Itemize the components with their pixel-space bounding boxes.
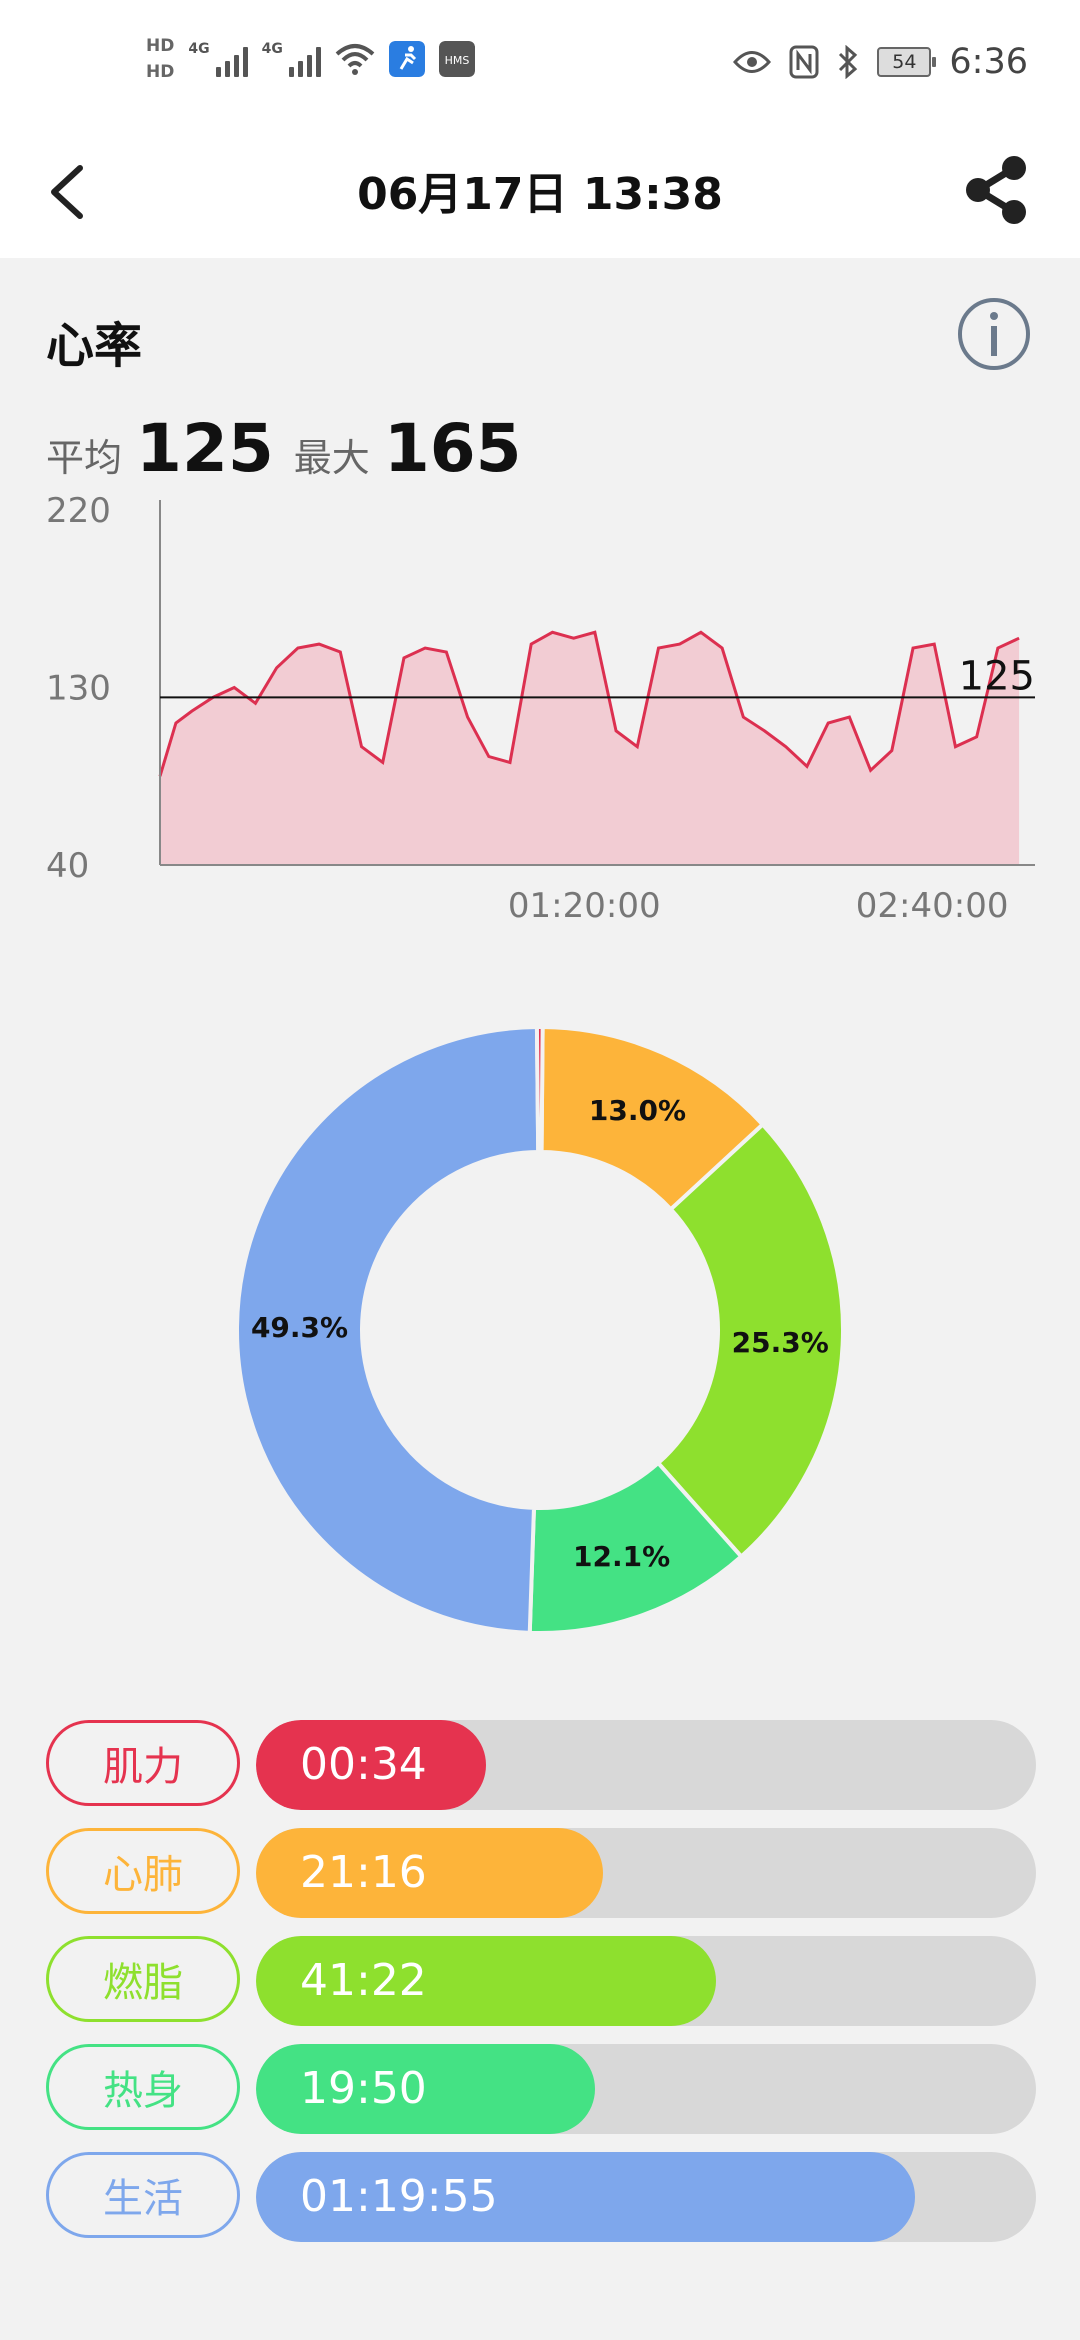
avg-line-label: 125: [959, 653, 1035, 699]
zone-bar-track: 19:50: [256, 2044, 1036, 2134]
zone-bar-fill: [256, 1936, 717, 2026]
status-bar: HD HD 4G 4G HMS: [0, 0, 1080, 130]
zone-row: 生活 01:19:55: [46, 2152, 1036, 2242]
info-icon[interactable]: [956, 296, 1032, 372]
zone-label: 热身: [46, 2044, 240, 2130]
hms-icon: HMS: [438, 41, 475, 77]
zone-bar-track: 01:19:55: [256, 2152, 1036, 2242]
zone-bar-track: 21:16: [256, 1828, 1036, 1918]
running-app-icon: [388, 41, 425, 77]
zone-bar-fill: [256, 2152, 916, 2242]
hr-area: [160, 632, 1020, 865]
max-label: 最大: [293, 436, 370, 480]
zone-label: 心肺: [46, 1828, 240, 1914]
zone-label: 生活: [46, 2152, 240, 2238]
x-tick-label: 01:20:00: [508, 886, 661, 926]
donut-label: 25.3%: [732, 1326, 829, 1359]
svg-text:HMS: HMS: [444, 54, 469, 67]
hr-line: [158, 630, 1020, 777]
heart-rate-stats: 平均 125 最大 165: [46, 410, 528, 487]
status-right: 54 6:36: [733, 42, 1028, 82]
zone-row: 心肺 21:16: [46, 1828, 1036, 1918]
battery-icon: 54: [877, 47, 937, 77]
heart-rate-title: 心率: [46, 318, 143, 374]
top-app-bar: 06月17日 13:38: [0, 130, 1080, 258]
y-tick-label: 130: [46, 669, 111, 709]
hd1-label: HD: [146, 36, 175, 56]
max-value: 165: [383, 410, 522, 487]
zone-time: 21:16: [300, 1847, 427, 1898]
zone-bar-fill: [256, 1720, 487, 1810]
zone-row: 燃脂 41:22: [46, 1936, 1036, 2026]
donut-segment: [655, 1121, 845, 1560]
zone-row: 肌力 00:34: [46, 1720, 1036, 1810]
wifi-icon: [335, 44, 375, 75]
zone-label: 肌力: [46, 1720, 240, 1806]
chevron-left-icon[interactable]: [40, 156, 100, 228]
donut-label: 13.0%: [589, 1094, 686, 1127]
zone-time: 19:50: [300, 2063, 427, 2114]
donut-label: 49.3%: [251, 1311, 348, 1344]
hd2-label: HD: [146, 62, 175, 82]
zone-bar-fill: [256, 2044, 596, 2134]
page-title: 06月17日 13:38: [357, 169, 723, 220]
x-tick-label: 02:40:00: [856, 886, 1009, 926]
zone-bar-fill: [256, 1828, 604, 1918]
zone-bar-track: 41:22: [256, 1936, 1036, 2026]
zone-bar-track: 00:34: [256, 1720, 1036, 1810]
status-time: 6:36: [949, 42, 1028, 82]
zone-label: 燃脂: [46, 1936, 240, 2022]
hd-indicator: HD HD: [146, 36, 174, 82]
bluetooth-icon: [839, 45, 858, 79]
signal-icon-1: 4G: [188, 41, 248, 77]
zone-time: 01:19:55: [300, 2171, 498, 2222]
donut-segment: [534, 1025, 545, 1155]
eye-icon: [733, 51, 772, 73]
y-tick-label: 40: [46, 846, 89, 886]
share-icon[interactable]: [956, 150, 1036, 230]
nfc-icon: [789, 45, 819, 79]
zone-donut-chart: 13.0% 25.3% 12.1% 49.3%: [235, 1024, 845, 1635]
zone-row: 热身 19:50: [46, 2044, 1036, 2134]
avg-value: 125: [136, 410, 274, 487]
zone-time: 00:34: [300, 1739, 427, 1790]
signal-icon-2: 4G: [262, 41, 321, 77]
heart-rate-chart: 125 220 130 40 01:20:00 02:40:00: [46, 491, 1035, 926]
zone-list: 肌力 00:34 心肺 21:16 燃脂 41:22 热身 19:50 生活 01:19:55: [46, 1720, 1036, 2260]
avg-label: 平均: [46, 436, 123, 480]
status-left: HD HD 4G 4G HMS: [146, 36, 475, 82]
zone-time: 41:22: [300, 1955, 427, 2006]
donut-segment: [235, 1024, 541, 1635]
donut-label: 12.1%: [573, 1540, 670, 1573]
y-tick-label: 220: [46, 491, 111, 531]
